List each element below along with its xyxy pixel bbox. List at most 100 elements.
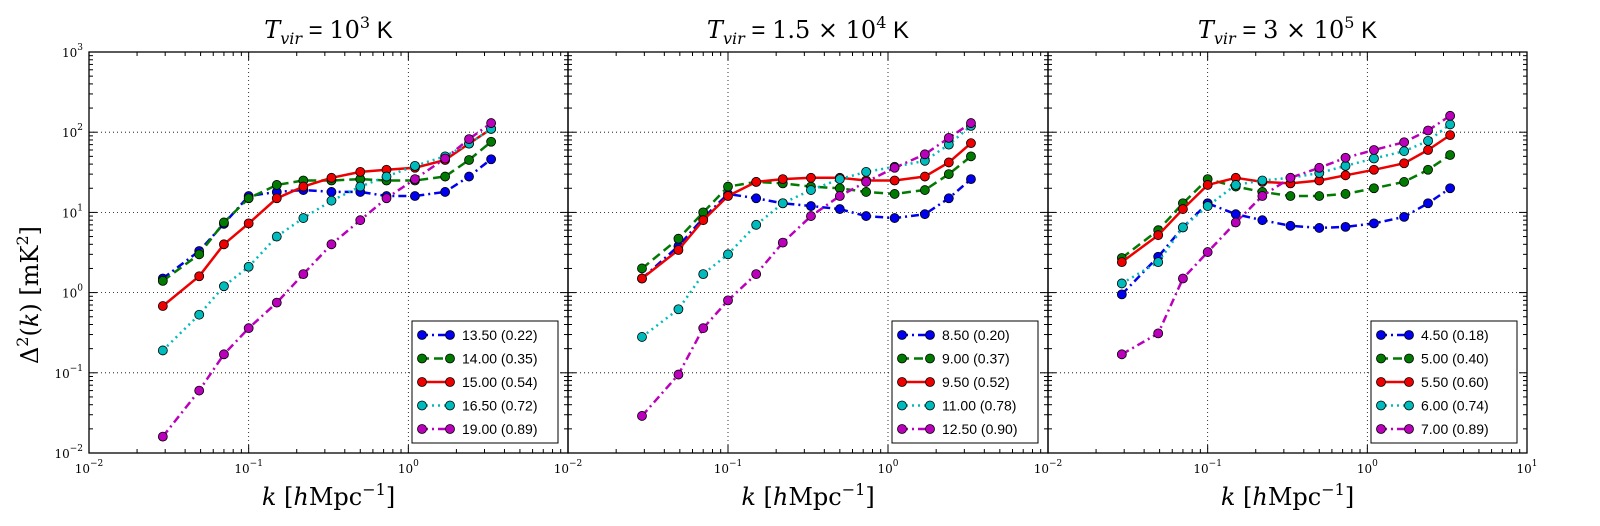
data-point xyxy=(966,118,976,128)
x-tick-label-base: 10 xyxy=(1357,462,1372,476)
x-label-exponent: −1 xyxy=(842,480,866,499)
legend-label: 5.00 (0.40) xyxy=(1421,351,1489,367)
legend-swatch-marker xyxy=(417,400,427,411)
data-point xyxy=(1178,204,1188,214)
y-tick-label: 101 xyxy=(62,203,83,220)
series-5 xyxy=(1116,110,1456,360)
x-label-h: h xyxy=(773,483,788,511)
data-point xyxy=(723,249,733,260)
title-symbol: T xyxy=(264,16,282,44)
data-point xyxy=(637,273,647,284)
legend-entry: 14.00 (0.35) xyxy=(417,351,538,367)
data-point xyxy=(723,295,733,306)
legend-swatch-marker xyxy=(1404,400,1414,411)
data-point xyxy=(919,171,930,182)
data-point xyxy=(1285,220,1296,231)
data-point xyxy=(1340,152,1351,163)
data-point xyxy=(1314,162,1325,173)
x-label-bracket: [ xyxy=(756,483,773,511)
legend-entry: 8.50 (0.20) xyxy=(897,327,1010,343)
legend-label: 5.50 (0.60) xyxy=(1421,374,1489,390)
legend-swatch-marker xyxy=(417,330,427,340)
data-point xyxy=(806,172,816,183)
x-tick-label: 10−1 xyxy=(714,459,743,476)
data-point xyxy=(440,187,451,197)
plot-frame xyxy=(1047,51,1528,454)
data-point xyxy=(861,211,872,221)
panel-title: Tvir = 1.5 × 104 K xyxy=(707,13,909,48)
title-symbol: T xyxy=(1198,16,1216,44)
data-point xyxy=(157,301,168,311)
data-point xyxy=(194,309,205,320)
data-point xyxy=(1423,125,1433,136)
title-subscript: vir xyxy=(1214,29,1237,48)
x-tick-label-exponent: 0 xyxy=(893,459,899,469)
x-tick-label-exponent: −2 xyxy=(90,459,103,469)
data-point xyxy=(1445,110,1456,121)
data-point xyxy=(1314,191,1325,201)
data-point xyxy=(919,209,930,220)
data-point xyxy=(1178,273,1188,284)
x-axis-label: k [hMpc−1] xyxy=(262,480,395,511)
data-point xyxy=(1314,223,1325,233)
x-label-bracket-close: ] xyxy=(1345,483,1354,511)
legend: 13.50 (0.22) 14.00 (0.35) 15.00 (0.54) 16.5… xyxy=(411,320,559,444)
data-point xyxy=(194,249,205,260)
x-label-bracket: [ xyxy=(1235,483,1252,511)
x-tick-label: 101 xyxy=(1516,459,1537,476)
x-tick-label-exponent: −1 xyxy=(250,459,263,469)
data-point xyxy=(464,155,474,165)
y-tick-label: 10−1 xyxy=(54,364,83,381)
x-tick-label: 10−1 xyxy=(234,459,263,476)
data-point xyxy=(243,193,254,204)
data-point xyxy=(219,349,229,360)
legend-label: 9.50 (0.52) xyxy=(942,374,1010,390)
data-point xyxy=(673,304,684,315)
title-superscript: 4 xyxy=(876,13,886,32)
legend-swatch-marker xyxy=(897,424,907,434)
legend-entry: 15.00 (0.54) xyxy=(417,374,538,390)
data-point xyxy=(698,323,709,334)
legend-label: 19.00 (0.89) xyxy=(462,421,538,437)
legend-swatch-marker xyxy=(897,400,907,411)
y-label-bracket-close: ] xyxy=(16,226,44,235)
data-point xyxy=(1116,289,1127,300)
data-point xyxy=(271,180,282,190)
legend-entry: 16.50 (0.72) xyxy=(417,398,538,414)
grid-lines xyxy=(89,52,568,453)
data-point xyxy=(298,181,309,192)
x-label-k: k xyxy=(741,483,756,511)
x-label-k: k xyxy=(1221,483,1236,511)
data-point xyxy=(1369,183,1379,194)
data-point xyxy=(777,237,788,248)
legend-swatch-marker xyxy=(897,377,907,387)
data-point xyxy=(271,297,282,308)
x-tick-label: 10−2 xyxy=(75,459,104,476)
data-point xyxy=(637,332,647,342)
data-point xyxy=(298,269,309,280)
legend: 4.50 (0.18) 5.00 (0.40) 5.50 (0.60) 6.00 (0… xyxy=(1370,320,1518,444)
x-label-h: h xyxy=(1252,483,1267,511)
panel-title: Tvir = 3 × 105 K xyxy=(1198,13,1377,48)
legend-swatch-marker xyxy=(925,400,935,411)
legend-entry: 12.50 (0.90) xyxy=(897,421,1018,437)
data-point xyxy=(1423,145,1433,155)
legend-swatch-marker xyxy=(445,424,455,434)
y-tick-label-exponent: 1 xyxy=(77,203,83,213)
x-label-mpc: Mpc xyxy=(309,483,362,511)
x-label-bracket: [ xyxy=(276,483,293,511)
y-tick-label-base: 10 xyxy=(62,126,77,140)
y-tick-label-exponent: 2 xyxy=(77,123,83,133)
data-point xyxy=(889,189,900,199)
data-point xyxy=(861,166,872,177)
data-point xyxy=(326,187,337,197)
data-point xyxy=(1340,161,1351,171)
series-5 xyxy=(157,118,497,442)
title-equals: = xyxy=(1236,17,1263,44)
data-point xyxy=(157,275,168,286)
x-label-bracket-close: ] xyxy=(386,483,395,511)
